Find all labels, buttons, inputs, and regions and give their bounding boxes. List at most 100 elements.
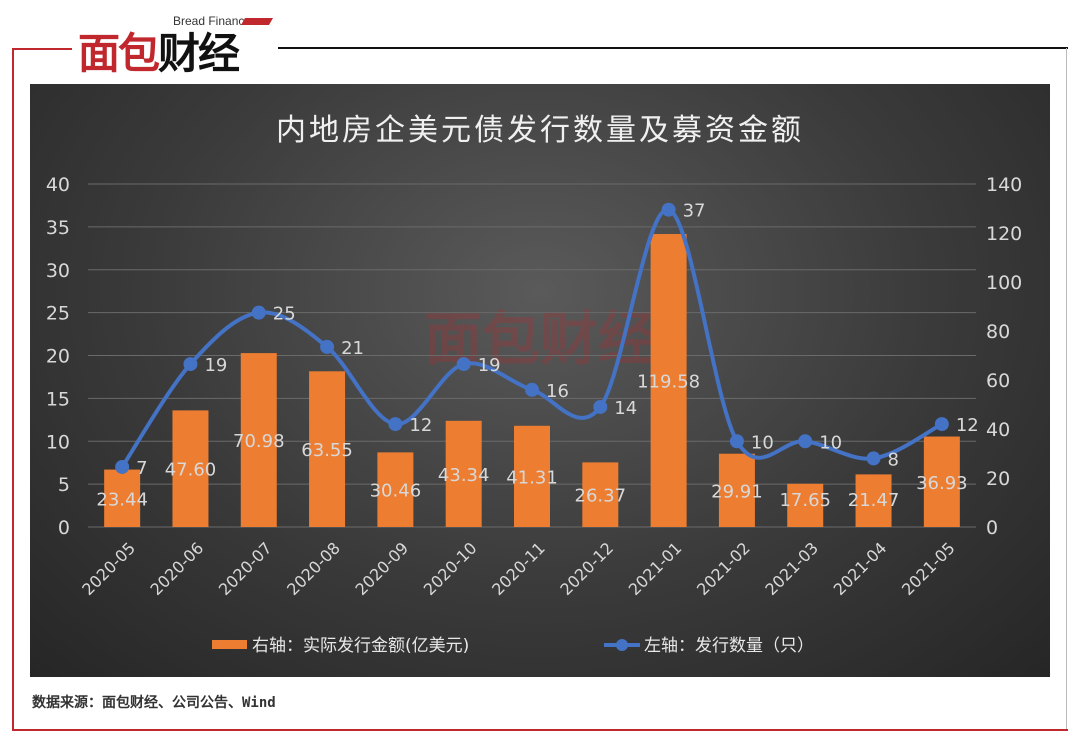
frame-bottom-border <box>12 729 1068 731</box>
x-axis-tick: 2020-06 <box>147 538 208 599</box>
count-data-label: 19 <box>204 355 227 376</box>
bar <box>377 452 414 527</box>
count-data-label: 8 <box>888 449 899 470</box>
bar <box>309 371 346 527</box>
logo: Bread Finance 面包财经 <box>78 14 278 78</box>
bar <box>514 425 550 527</box>
bar-data-label: 26.37 <box>575 486 627 507</box>
bar <box>104 469 141 527</box>
chart-panel: 内地房企美元债发行数量及募资金额 面包财经 23.44 47.60 70.98 63.… <box>30 84 1050 677</box>
count-data-label: 10 <box>819 432 842 453</box>
bar-data-label: 70.98 <box>233 431 285 452</box>
bar <box>240 353 277 527</box>
count-point <box>456 357 471 372</box>
x-axis-tick: 2020-11 <box>488 538 549 599</box>
count-point <box>115 459 130 474</box>
count-point <box>661 202 676 217</box>
frame-right-border <box>1066 48 1067 731</box>
bar <box>855 474 892 527</box>
x-axis-tick: 2020-05 <box>78 538 139 599</box>
left-axis-tick: 5 <box>58 474 70 496</box>
count-point <box>593 399 608 414</box>
count-point <box>934 417 949 432</box>
legend: 右轴：实际发行金额(亿美元) 左轴：发行数量（只） <box>212 636 814 656</box>
left-axis-tick: 10 <box>46 431 70 453</box>
count-point <box>798 434 813 449</box>
logo-accent <box>240 18 274 25</box>
left-axis-tick: 30 <box>46 260 70 282</box>
left-axis-tick: 25 <box>46 303 70 325</box>
count-point <box>525 382 539 397</box>
frame-top-border <box>278 47 1068 49</box>
bar <box>172 410 209 527</box>
x-axis-tick: 2021-04 <box>830 538 891 599</box>
left-axis-tick: 35 <box>46 217 70 239</box>
count-point <box>320 339 335 354</box>
bar-data-label: 29.91 <box>711 481 763 502</box>
logo-cn-black: 财经 <box>158 29 240 78</box>
right-axis-tick: 40 <box>986 419 1010 441</box>
legend-bar-label: 右轴：实际发行金额(亿美元) <box>252 636 469 656</box>
x-axis-tick: 2021-01 <box>625 538 686 599</box>
count-data-label: 14 <box>614 398 637 419</box>
right-axis-tick: 100 <box>986 272 1022 294</box>
bar-data-label: 21.47 <box>848 490 900 511</box>
bar-data-label: 17.65 <box>779 490 831 511</box>
bar <box>718 453 755 527</box>
right-axis-tick: 0 <box>986 517 998 539</box>
right-axis-tick: 60 <box>986 370 1010 392</box>
count-data-label: 10 <box>751 432 774 453</box>
bar-data-label: 41.31 <box>506 467 558 488</box>
bar <box>445 420 482 527</box>
right-axis-tick: 20 <box>986 468 1010 490</box>
left-axis-tick: 20 <box>46 346 70 368</box>
left-axis-tick: 0 <box>58 517 70 539</box>
legend-line-label: 左轴：发行数量（只） <box>644 636 814 656</box>
bar-data-label: 30.46 <box>370 481 422 502</box>
x-axis-tick: 2021-03 <box>761 538 822 599</box>
x-axis-tick: 2021-02 <box>693 538 754 599</box>
right-axis-tick: 120 <box>986 223 1022 245</box>
bar <box>787 483 824 527</box>
bar <box>923 436 960 527</box>
bar-data-label: 119.58 <box>637 372 700 393</box>
count-data-label: 21 <box>341 338 364 359</box>
logo-cn-red: 面包 <box>78 29 160 78</box>
left-axis-tick: 40 <box>46 174 70 196</box>
count-data-label: 16 <box>546 381 569 402</box>
legend-line-marker <box>616 639 628 651</box>
count-data-label: 37 <box>683 201 706 222</box>
x-axis-tick: 2021-05 <box>898 538 959 599</box>
count-point <box>251 305 266 320</box>
legend-bar-swatch <box>212 640 247 649</box>
right-axis-tick: 140 <box>986 174 1022 196</box>
count-point <box>729 434 744 449</box>
logo-cn: 面包财经 <box>78 29 240 78</box>
count-data-label: 12 <box>409 415 432 436</box>
frame-left-border <box>12 48 14 731</box>
count-data-label: 25 <box>273 304 296 325</box>
bar <box>582 462 619 527</box>
count-data-label: 7 <box>136 458 147 479</box>
count-point <box>183 357 198 372</box>
count-point <box>866 451 881 466</box>
logo-en: Bread Finance <box>173 14 252 28</box>
count-point <box>388 417 403 432</box>
x-axis-tick: 2020-08 <box>283 538 344 599</box>
bar-data-label: 23.44 <box>96 489 148 510</box>
bar-data-label: 36.93 <box>916 473 968 494</box>
source-note: 数据来源：面包财经、公司公告、Wind <box>32 695 276 711</box>
left-axis-tick: 15 <box>46 388 70 410</box>
right-axis-tick: 80 <box>986 321 1010 343</box>
x-axis-tick: 2020-09 <box>352 538 413 599</box>
bar-data-label: 63.55 <box>301 440 353 461</box>
count-data-label: 19 <box>478 355 501 376</box>
chart-title: 内地房企美元债发行数量及募资金额 <box>276 113 804 148</box>
x-axis-tick: 2020-12 <box>556 538 617 599</box>
bar-data-label: 47.60 <box>165 460 217 481</box>
count-data-label: 12 <box>956 415 979 436</box>
frame-top-left-border <box>12 48 72 50</box>
x-axis-tick: 2020-07 <box>215 538 276 599</box>
x-axis-tick: 2020-10 <box>420 538 481 599</box>
